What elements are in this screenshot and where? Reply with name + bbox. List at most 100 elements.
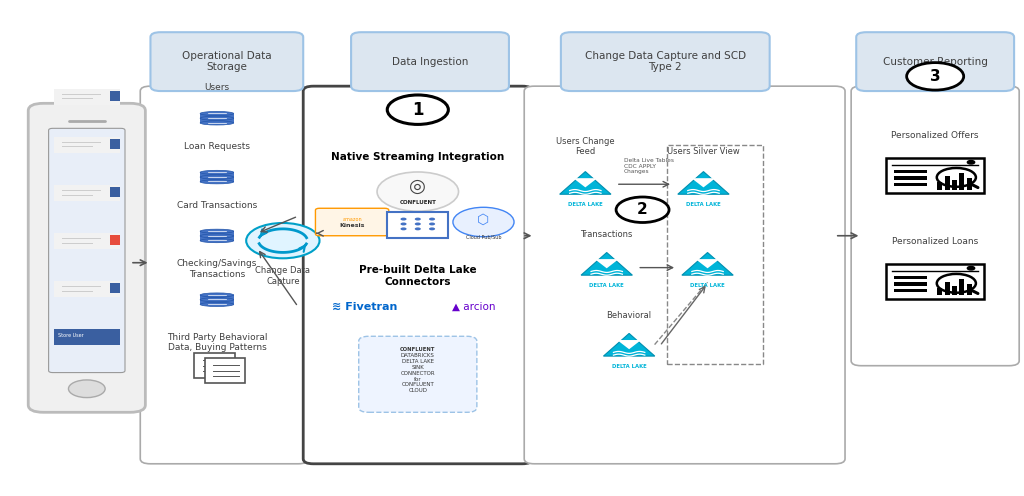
Text: Loan Requests: Loan Requests bbox=[184, 142, 250, 151]
Circle shape bbox=[246, 223, 319, 258]
Circle shape bbox=[387, 95, 449, 124]
FancyBboxPatch shape bbox=[944, 176, 950, 189]
Circle shape bbox=[429, 218, 435, 221]
Ellipse shape bbox=[200, 234, 233, 238]
Text: ≋ Fivetran: ≋ Fivetran bbox=[332, 302, 397, 312]
FancyBboxPatch shape bbox=[967, 284, 972, 296]
FancyBboxPatch shape bbox=[351, 32, 509, 91]
FancyBboxPatch shape bbox=[110, 235, 120, 245]
Circle shape bbox=[968, 161, 975, 164]
Ellipse shape bbox=[200, 298, 233, 302]
FancyBboxPatch shape bbox=[110, 283, 120, 293]
Text: DELTA LAKE: DELTA LAKE bbox=[686, 202, 721, 207]
FancyBboxPatch shape bbox=[894, 276, 927, 279]
FancyBboxPatch shape bbox=[53, 329, 120, 345]
FancyBboxPatch shape bbox=[894, 289, 927, 292]
FancyBboxPatch shape bbox=[53, 185, 120, 201]
Polygon shape bbox=[581, 252, 633, 275]
Polygon shape bbox=[200, 231, 233, 241]
Polygon shape bbox=[573, 178, 597, 187]
Polygon shape bbox=[691, 178, 716, 187]
Text: CONFLUENT: CONFLUENT bbox=[399, 200, 436, 205]
Circle shape bbox=[429, 227, 435, 230]
Text: DELTA LAKE: DELTA LAKE bbox=[690, 283, 725, 288]
Circle shape bbox=[968, 266, 975, 270]
Text: 1: 1 bbox=[412, 101, 424, 119]
Text: DELTA LAKE: DELTA LAKE bbox=[611, 365, 646, 370]
FancyBboxPatch shape bbox=[959, 173, 965, 189]
FancyBboxPatch shape bbox=[48, 128, 125, 372]
FancyBboxPatch shape bbox=[358, 336, 477, 412]
FancyBboxPatch shape bbox=[967, 178, 972, 189]
Polygon shape bbox=[560, 172, 611, 194]
FancyBboxPatch shape bbox=[887, 264, 984, 299]
Ellipse shape bbox=[200, 303, 233, 307]
Polygon shape bbox=[200, 173, 233, 182]
FancyBboxPatch shape bbox=[937, 182, 942, 189]
Text: amazon: amazon bbox=[342, 217, 361, 222]
FancyBboxPatch shape bbox=[959, 279, 965, 296]
Polygon shape bbox=[678, 172, 729, 194]
Text: Customer Reporting: Customer Reporting bbox=[883, 57, 987, 66]
FancyBboxPatch shape bbox=[110, 91, 120, 101]
Text: DATABRICKS
DELTA LAKE
SINK
CONNECTOR
for
CONFLUENT
CLOUD: DATABRICKS DELTA LAKE SINK CONNECTOR for… bbox=[400, 354, 435, 393]
FancyBboxPatch shape bbox=[952, 286, 957, 296]
FancyBboxPatch shape bbox=[53, 233, 120, 249]
Circle shape bbox=[415, 223, 421, 226]
Circle shape bbox=[453, 207, 514, 237]
FancyBboxPatch shape bbox=[303, 86, 532, 464]
FancyBboxPatch shape bbox=[53, 281, 120, 297]
Ellipse shape bbox=[200, 170, 233, 175]
Ellipse shape bbox=[200, 116, 233, 121]
FancyBboxPatch shape bbox=[561, 32, 770, 91]
Text: Pre-built Delta Lake
Connectors: Pre-built Delta Lake Connectors bbox=[359, 265, 476, 287]
Text: DELTA LAKE: DELTA LAKE bbox=[590, 283, 624, 288]
Circle shape bbox=[400, 227, 407, 230]
Circle shape bbox=[400, 218, 407, 221]
Text: Store User: Store User bbox=[57, 333, 84, 338]
Text: 3: 3 bbox=[930, 69, 940, 84]
Text: Personalized Offers: Personalized Offers bbox=[892, 131, 979, 140]
FancyBboxPatch shape bbox=[110, 139, 120, 149]
FancyBboxPatch shape bbox=[524, 86, 845, 464]
Ellipse shape bbox=[200, 175, 233, 179]
FancyBboxPatch shape bbox=[110, 187, 120, 197]
Text: Change Data Capture and SCD
Type 2: Change Data Capture and SCD Type 2 bbox=[585, 51, 745, 72]
Polygon shape bbox=[200, 295, 233, 305]
Text: Cloud Pub/Sub: Cloud Pub/Sub bbox=[466, 234, 501, 239]
FancyBboxPatch shape bbox=[944, 282, 950, 296]
Polygon shape bbox=[595, 259, 618, 268]
Circle shape bbox=[400, 223, 407, 226]
FancyBboxPatch shape bbox=[894, 282, 927, 286]
Text: Card Transactions: Card Transactions bbox=[177, 201, 257, 210]
Text: Users Change
Feed: Users Change Feed bbox=[556, 137, 614, 156]
Circle shape bbox=[616, 197, 669, 223]
Text: 2: 2 bbox=[637, 202, 648, 217]
FancyBboxPatch shape bbox=[140, 86, 308, 464]
Text: Users: Users bbox=[205, 83, 229, 92]
FancyBboxPatch shape bbox=[205, 358, 246, 383]
Polygon shape bbox=[695, 259, 720, 268]
Circle shape bbox=[415, 227, 421, 230]
Text: Kinesis: Kinesis bbox=[339, 223, 365, 229]
Ellipse shape bbox=[200, 239, 233, 243]
Text: Behavioral: Behavioral bbox=[606, 311, 651, 320]
Text: ▲ arcion: ▲ arcion bbox=[452, 302, 495, 312]
Ellipse shape bbox=[200, 180, 233, 184]
FancyBboxPatch shape bbox=[937, 288, 942, 296]
Text: Operational Data
Storage: Operational Data Storage bbox=[182, 51, 271, 72]
FancyBboxPatch shape bbox=[53, 137, 120, 153]
FancyBboxPatch shape bbox=[151, 32, 303, 91]
Ellipse shape bbox=[200, 112, 233, 116]
FancyBboxPatch shape bbox=[851, 86, 1019, 366]
FancyBboxPatch shape bbox=[894, 170, 927, 174]
FancyBboxPatch shape bbox=[894, 177, 927, 180]
Text: Native Streaming Integration: Native Streaming Integration bbox=[331, 152, 505, 162]
FancyBboxPatch shape bbox=[887, 158, 984, 193]
Polygon shape bbox=[603, 333, 654, 356]
FancyBboxPatch shape bbox=[315, 208, 389, 236]
Text: Change Data
Capture: Change Data Capture bbox=[255, 266, 310, 286]
Circle shape bbox=[415, 218, 421, 221]
Text: Transactions: Transactions bbox=[581, 230, 633, 239]
Text: Users Silver View: Users Silver View bbox=[667, 147, 740, 156]
